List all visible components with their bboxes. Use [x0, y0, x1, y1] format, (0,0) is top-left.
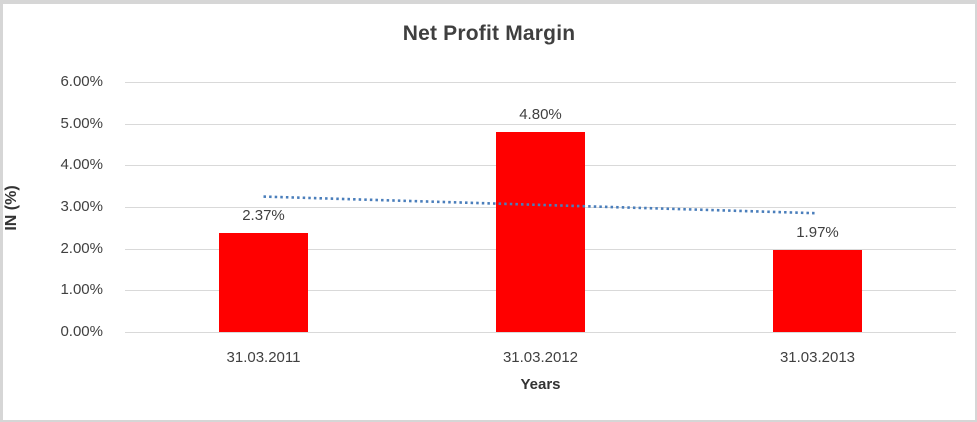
bar-31.03.2011 [219, 233, 308, 332]
y-tick-label: 0.00% [60, 323, 103, 340]
x-tick-label: 31.03.2011 [226, 349, 301, 366]
x-axis-title: Years [520, 376, 561, 393]
x-tick-label: 31.03.2013 [779, 349, 856, 366]
gridline [125, 123, 956, 125]
y-tick-label: 1.00% [60, 281, 103, 299]
x-tick-label: 31.03.2012 [502, 349, 579, 366]
y-tick-label: 3.00% [60, 198, 103, 215]
y-tick-label: 6.00% [60, 73, 103, 90]
plot-area: 2.37% 4.80% 1.97% [125, 82, 956, 333]
y-axis-title: IN (%) [3, 185, 20, 231]
gridline [125, 332, 956, 333]
bar-31.03.2012 [496, 132, 585, 332]
chart-title: Net Profit Margin [402, 22, 576, 45]
y-tick-label: 5.00% [60, 114, 103, 132]
bar-31.03.2013 [773, 249, 862, 332]
data-label: 1.97% [796, 223, 839, 241]
gridline [125, 82, 956, 83]
data-label: 4.80% [519, 106, 562, 123]
trendline [263, 195, 818, 215]
y-tick-label: 2.00% [60, 239, 103, 257]
y-tick-label: 4.00% [60, 156, 103, 174]
data-label: 2.37% [242, 207, 285, 225]
